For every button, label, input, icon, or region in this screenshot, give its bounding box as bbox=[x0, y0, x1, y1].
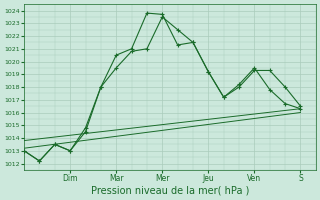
X-axis label: Pression niveau de la mer( hPa ): Pression niveau de la mer( hPa ) bbox=[91, 186, 249, 196]
